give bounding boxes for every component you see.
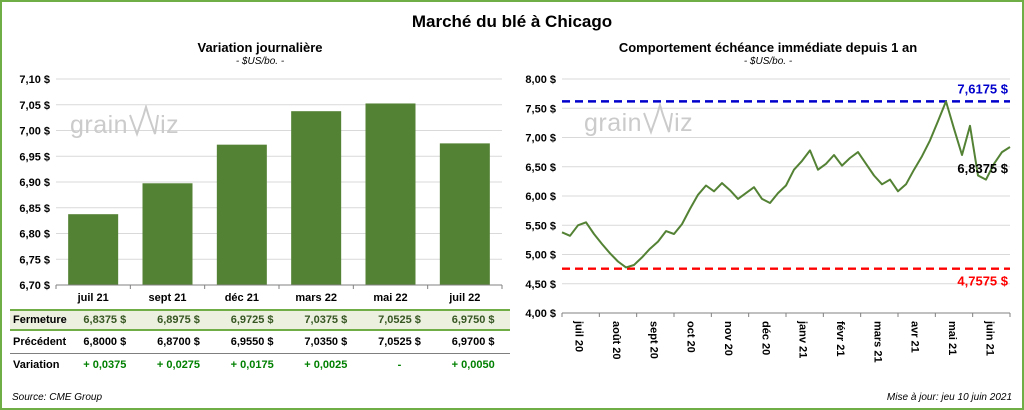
table-cell: 6,8700 $: [157, 336, 200, 348]
bar-chart-area: grain iz 6,70 $6,75 $6,80 $6,85 $6,90 $6,…: [10, 73, 510, 307]
x-axis-label: juin 21: [983, 320, 995, 356]
table-row-variation: Variation + 0,0375 + 0,0275 + 0,0175 + 0,002…: [10, 353, 510, 375]
one-year-panel: Comportement échéance immédiate depuis 1…: [518, 40, 1018, 369]
x-axis-label: janv 21: [797, 320, 809, 358]
y-axis-label: 5,00 $: [525, 250, 556, 262]
x-axis-label: août 20: [610, 321, 622, 360]
y-axis-label: 6,75 $: [19, 254, 50, 266]
last-value-label: 6,8375 $: [957, 161, 1008, 176]
x-axis-label: mars 21: [871, 321, 883, 363]
x-axis-label: juil 21: [77, 292, 109, 304]
table-cell: + 0,0025: [304, 358, 348, 371]
table-cell: 6,9725 $: [230, 314, 274, 326]
table-cell: + 0,0050: [451, 358, 495, 371]
price-line: [561, 100, 1011, 269]
bar-chart-title: Variation journalière: [197, 40, 323, 55]
bar: [68, 214, 119, 285]
source-note: Source: CME Group: [12, 392, 103, 403]
page-title: Marché du blé à Chicago: [411, 12, 613, 31]
table-cell: + 0,0275: [156, 358, 201, 371]
x-axis-label: sept 20: [647, 321, 659, 359]
table-cell: -: [397, 358, 402, 371]
x-axis-label: mai 22: [373, 292, 407, 304]
table-cell: 6,8000 $: [83, 336, 127, 348]
y-axis-label: 7,05 $: [19, 100, 50, 112]
bar: [142, 183, 193, 285]
y-axis-label: 6,90 $: [19, 177, 50, 189]
x-axis-label: avr 21: [909, 321, 921, 353]
x-axis-label: sept 21: [149, 292, 187, 304]
y-axis-label: 6,50 $: [525, 162, 556, 174]
y-axis-label: 7,10 $: [19, 74, 50, 86]
update-note: Mise à jour: jeu 10 juin 2021: [886, 392, 1012, 403]
table-cell: 6,8375 $: [83, 314, 127, 326]
table-cell: 7,0525 $: [378, 336, 421, 348]
table-cell: 6,9750 $: [451, 314, 495, 326]
y-axis-label: 6,70 $: [19, 280, 50, 292]
y-axis-label: 7,00 $: [19, 126, 50, 138]
line-chart-title: Comportement échéance immédiate depuis 1…: [618, 40, 918, 55]
x-axis-label: nov 20: [722, 321, 734, 356]
x-axis-label: mars 22: [295, 292, 337, 304]
daily-variation-bar-chart: 6,70 $ 6,75 $ 6,80 $ 6,85 $ 6,90 $ 6,95 $ 7,00…: [19, 74, 503, 304]
table-row-precedent: Précédent 6,8000 $ 6,8700 $ 6,9550 $ 7,0350 …: [10, 331, 510, 353]
y-axis-label: 8,00 $: [525, 74, 556, 86]
y-axis-label: 4,00 $: [525, 308, 556, 320]
bar: [365, 103, 416, 286]
row-label: Fermeture: [13, 314, 67, 326]
table-cell: + 0,0375: [83, 358, 127, 371]
x-axis-label: juil 20: [573, 320, 585, 352]
bar: [439, 143, 490, 285]
x-axis-label: oct 20: [685, 321, 697, 353]
bar: [291, 111, 342, 285]
bar: [216, 144, 267, 285]
x-axis-label: juil 22: [448, 292, 480, 304]
x-axis-label: mai 21: [946, 321, 958, 355]
y-axis-label: 6,80 $: [19, 229, 50, 241]
x-axis-label: déc 20: [759, 321, 771, 355]
bar-chart-subtitle: - $US/bo. -: [235, 56, 285, 67]
x-axis-label: févr 21: [834, 321, 846, 356]
y-axis-label: 6,95 $: [19, 151, 50, 163]
price-table: Fermeture 6,8375 $ 6,8975 $ 6,9725 $ 7,0375 …: [10, 309, 510, 375]
table-cell: 7,0375 $: [304, 314, 348, 326]
table-row-fermeture: Fermeture 6,8375 $ 6,8975 $ 6,9725 $ 7,0375 …: [10, 309, 510, 331]
y-axis-label: 5,50 $: [525, 220, 556, 232]
table-cell: 6,8975 $: [157, 314, 200, 326]
daily-variation-panel: Variation journalière - $US/bo. - grain i…: [10, 40, 510, 375]
y-axis-label: 7,50 $: [525, 103, 556, 115]
y-axis-label: 4,50 $: [525, 279, 556, 291]
line-chart-subtitle: - $US/bo. -: [743, 56, 793, 67]
table-cell: 7,0525 $: [378, 314, 421, 326]
x-axis-label: déc 21: [225, 292, 259, 304]
y-axis-label: 6,85 $: [19, 203, 50, 215]
row-label: Précédent: [13, 336, 67, 348]
line-chart-area: grain iz 4,00 $4,50 $5,00 $5,50 $6,00 $6,…: [518, 73, 1018, 369]
high-value-label: 7,6175 $: [957, 81, 1008, 96]
row-label: Variation: [13, 358, 60, 371]
low-value-label: 4,7575 $: [957, 274, 1008, 289]
y-axis-label: 7,00 $: [525, 133, 556, 145]
one-year-line-chart: 4,00 $ 4,50 $ 5,00 $ 5,50 $ 6,00 $ 6,50 $ 7,00…: [525, 74, 1011, 363]
table-cell: 7,0350 $: [304, 336, 348, 348]
table-cell: 6,9550 $: [230, 336, 274, 348]
table-cell: + 0,0175: [230, 358, 274, 371]
table-cell: 6,9700 $: [451, 336, 495, 348]
y-axis-label: 6,00 $: [525, 191, 556, 203]
